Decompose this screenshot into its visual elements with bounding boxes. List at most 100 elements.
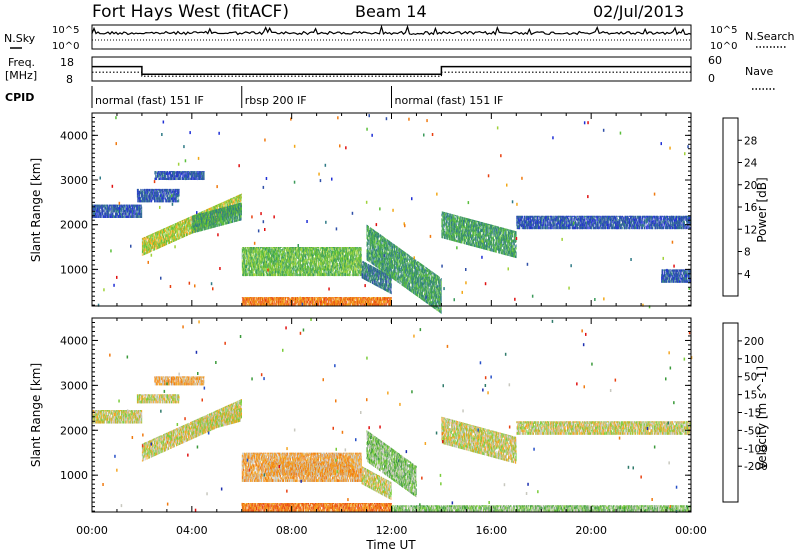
heatmap-cell	[292, 256, 293, 258]
heatmap-cell	[182, 171, 183, 172]
heatmap-cell	[169, 177, 170, 180]
heatmap-cell	[174, 233, 175, 236]
heatmap-cell	[139, 194, 140, 197]
heatmap-cell	[158, 177, 159, 180]
heatmap-cell	[113, 215, 114, 218]
heatmap-cell	[123, 205, 124, 206]
heatmap-cell	[152, 235, 153, 238]
heatmap-cell	[191, 224, 192, 227]
heatmap-cell	[217, 224, 218, 227]
heatmap-cell	[241, 217, 242, 220]
heatmap-cell	[241, 194, 242, 195]
heatmap-cell	[254, 254, 255, 257]
heatmap-cell	[183, 222, 184, 225]
heatmap-cell	[187, 232, 188, 235]
heatmap-cell	[226, 211, 227, 214]
heatmap-cell	[284, 251, 285, 253]
heatmap-cell	[283, 265, 284, 268]
heatmap-cell	[129, 205, 130, 206]
heatmap-cell	[164, 194, 165, 197]
heatmap-cell	[182, 227, 183, 230]
heatmap-cell	[138, 205, 139, 206]
heatmap-cell	[176, 235, 177, 238]
heatmap-cell	[247, 268, 248, 271]
heatmap-cell	[142, 216, 143, 218]
heatmap-cell	[253, 254, 254, 256]
heatmap-cell	[291, 259, 292, 262]
heatmap-cell	[152, 233, 153, 234]
heatmap-cell	[218, 219, 219, 221]
freq-trace	[92, 67, 691, 75]
heatmap-cell	[142, 210, 143, 213]
heatmap-cell	[255, 261, 256, 263]
heatmap-cell	[246, 247, 247, 249]
heatmap-cell	[204, 171, 205, 172]
heatmap-cell	[225, 216, 226, 218]
heatmap-cell	[293, 254, 294, 256]
heatmap-cell	[182, 225, 183, 227]
heatmap-cell	[266, 255, 267, 258]
heatmap-cell	[302, 253, 303, 256]
heatmap-cell	[196, 219, 197, 222]
heatmap-cell	[166, 175, 167, 178]
heatmap-cell	[277, 247, 278, 248]
heatmap-cell	[165, 230, 166, 233]
heatmap-cell	[131, 207, 132, 210]
heatmap-cell	[229, 221, 230, 224]
heatmap-cell	[192, 219, 193, 222]
heatmap-cell	[276, 268, 277, 271]
heatmap-cell	[255, 247, 256, 248]
heatmap-cell	[178, 226, 179, 229]
heatmap-cell	[300, 252, 301, 254]
heatmap-cell	[176, 190, 177, 192]
heatmap-cell	[188, 230, 189, 232]
heatmap-cell	[242, 254, 243, 257]
heatmap-cell	[138, 189, 139, 190]
heatmap-cell	[120, 211, 121, 213]
heatmap-cell	[154, 236, 155, 238]
heatmap-cell	[201, 173, 202, 175]
heatmap-cell	[109, 213, 110, 215]
heatmap-cell	[241, 210, 242, 213]
heatmap-cell	[171, 189, 172, 191]
heatmap-cell	[254, 259, 255, 261]
heatmap-cell	[193, 175, 194, 177]
cpid-segment-label: rbsp 200 IF	[245, 94, 307, 107]
heatmap-cell	[248, 273, 249, 276]
heatmap-cell	[277, 265, 278, 268]
heatmap-cell	[282, 268, 283, 270]
heatmap-cell	[169, 194, 170, 197]
heatmap-cell	[155, 197, 156, 200]
heatmap-cell	[251, 273, 252, 276]
heatmap-cell	[138, 194, 139, 197]
heatmap-cell	[242, 259, 243, 262]
heatmap-cell	[148, 251, 149, 253]
heatmap-cell	[295, 247, 296, 248]
heatmap-cell	[157, 200, 158, 202]
heatmap-cell	[163, 171, 164, 172]
heatmap-cell	[293, 250, 294, 253]
heatmap-cell	[264, 270, 265, 273]
heatmap-cell	[278, 257, 279, 260]
heatmap-cell	[156, 171, 157, 174]
heatmap-cell	[174, 173, 175, 175]
heatmap-cell	[283, 249, 284, 251]
heatmap-cell	[179, 189, 180, 191]
heatmap-cell	[199, 227, 200, 229]
heatmap-cell	[191, 216, 192, 218]
heatmap-cell	[255, 269, 256, 271]
heatmap-cell	[127, 205, 128, 206]
heatmap-cell	[176, 238, 177, 240]
heatmap-cell	[99, 216, 100, 218]
heatmap-cell	[214, 220, 215, 223]
heatmap-cell	[159, 171, 160, 172]
heatmap-cell	[144, 248, 145, 251]
heatmap-cell	[157, 240, 158, 242]
heatmap-cell	[226, 207, 227, 208]
heatmap-cell	[286, 265, 287, 268]
heatmap-cell	[305, 265, 306, 268]
heatmap-cell	[259, 268, 260, 271]
heatmap-cell	[196, 228, 197, 230]
heatmap-cell	[263, 268, 264, 271]
nave-label: Nave	[745, 65, 773, 78]
